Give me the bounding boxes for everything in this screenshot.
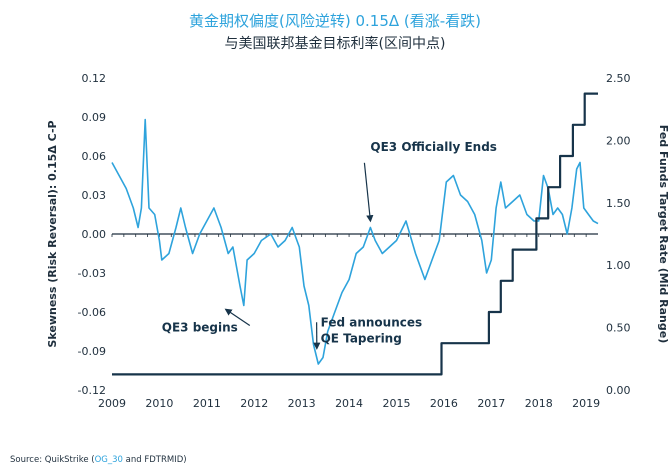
annotation-arrow xyxy=(363,162,374,223)
y-left-tick-label: 0.03 xyxy=(82,189,107,202)
x-tick-label: 2015 xyxy=(382,397,410,410)
y-left-tick-label: 0.06 xyxy=(82,150,107,163)
x-tick-label: 2017 xyxy=(477,397,505,410)
annotation-label: Fed announces QE Tapering xyxy=(321,315,423,345)
x-tick-label: 2019 xyxy=(572,397,600,410)
source-link[interactable]: OG_30 xyxy=(95,455,123,465)
y-left-tick-label: 0.00 xyxy=(82,228,107,241)
x-tick-label: 2013 xyxy=(288,397,316,410)
y-left-tick-label: -0.06 xyxy=(78,306,106,319)
source-suffix: and FDTRMID) xyxy=(123,455,187,465)
annotations: QE3 Officially Ends QE3 begins Fed announc… xyxy=(162,140,497,350)
x-tick-label: 2010 xyxy=(145,397,173,410)
fed-funds-series-line xyxy=(112,92,598,376)
chart-subtitle: 与美国联邦基金目标利率(区间中点) xyxy=(225,35,446,52)
y-right-axis-title: Fed Funds Target Rate (Mid Range) xyxy=(657,125,670,343)
x-tick-label: 2009 xyxy=(98,397,126,410)
plot-area: 2009 2010 2011 2012 2013 2014 2015 2016 2017 2018… xyxy=(78,72,631,410)
chart-title: 黄金期权偏度(风险逆转) 0.15Δ (看涨-看跌) xyxy=(189,12,481,30)
y-left-tick-label: -0.03 xyxy=(78,267,106,280)
series-group xyxy=(111,92,599,376)
y-left-tick-label: -0.12 xyxy=(78,384,106,397)
x-tick-label: 2012 xyxy=(240,397,268,410)
x-tick-label: 2014 xyxy=(335,397,363,410)
y-right-tick-label: 2.50 xyxy=(606,72,631,85)
tick-labels: 2009 2010 2011 2012 2013 2014 2015 2016 2017 2018… xyxy=(78,72,631,410)
y-right-tick-label: 1.50 xyxy=(606,197,631,210)
x-tick-label: 2018 xyxy=(525,397,553,410)
x-tick-label: 2016 xyxy=(430,397,458,410)
x-tick-label: 2011 xyxy=(193,397,221,410)
y-left-axis-title: Skewness (Risk Reversal): 0.15Δ C-P xyxy=(46,120,59,347)
y-right-tick-label: 0.00 xyxy=(606,384,631,397)
y-left-tick-label: -0.09 xyxy=(78,345,106,358)
source-note: Source: QuikStrike (OG_30 and FDTRMID) xyxy=(10,455,187,465)
source-prefix: Source: QuikStrike ( xyxy=(10,455,95,465)
y-right-tick-label: 0.50 xyxy=(606,322,631,335)
annotation-arrow xyxy=(224,308,251,326)
annotation-label: QE3 begins xyxy=(162,321,238,335)
annotation-label: QE3 Officially Ends xyxy=(370,140,497,154)
y-left-tick-label: 0.09 xyxy=(82,111,107,124)
y-right-tick-label: 1.00 xyxy=(606,259,631,272)
y-right-tick-label: 2.00 xyxy=(606,134,631,147)
y-left-tick-label: 0.12 xyxy=(82,72,107,85)
